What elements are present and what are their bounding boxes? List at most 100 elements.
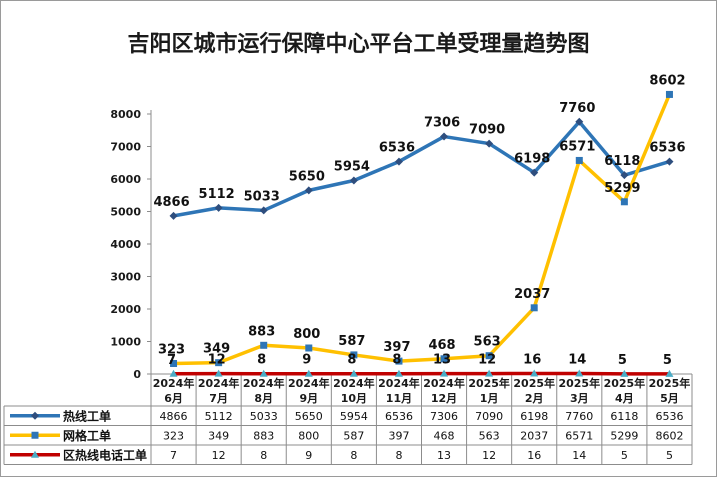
data-label: 16 [523,352,541,367]
table-cell: 8 [260,449,267,462]
series-0-point [214,203,223,212]
table-cell: 6536 [385,410,413,423]
x-category-year: 2025年 [468,376,510,390]
table-cell: 800 [298,429,319,442]
table-cell: 563 [479,429,500,442]
data-label: 6118 [604,154,640,169]
table-cell: 8 [395,449,402,462]
data-label: 563 [474,335,501,350]
data-label: 14 [568,353,586,368]
data-label: 7 [167,353,176,368]
data-label: 349 [203,342,230,357]
series-1-point [620,198,628,206]
data-label: 2037 [514,287,550,302]
table-cell: 323 [163,429,184,442]
x-category-month: 12月 [431,392,457,405]
x-category-year: 2025年 [558,376,600,390]
data-label: 7760 [559,101,595,116]
table-cell: 5299 [610,429,638,442]
table-cell: 5954 [340,410,368,423]
series-2-point [169,369,178,377]
series-1-point [305,344,313,352]
series-2-point [440,369,449,377]
x-category-year: 2024年 [288,376,330,390]
series-0-point [169,211,178,220]
legend-label-1: 网格工单 [63,428,111,443]
x-category-year: 2024年 [378,376,420,390]
table-cell: 14 [572,449,586,462]
data-label: 800 [293,327,320,342]
x-category-month: 6月 [164,392,183,405]
y-tick-label: 0 [133,368,141,381]
series-0-point [440,132,449,141]
series-0-point [575,117,584,126]
y-tick-label: 7000 [110,141,141,154]
x-category-month: 4月 [615,392,634,405]
table-cell: 8 [350,449,357,462]
series-0-point [259,206,268,215]
x-category-month: 3月 [570,392,589,405]
data-label: 5 [663,353,672,368]
data-label: 5954 [334,159,370,174]
table-cell: 9 [305,449,312,462]
data-label: 7090 [469,123,505,138]
data-label: 5650 [289,169,325,184]
series-1-point [440,355,448,363]
table-cell: 587 [343,429,364,442]
series-2-point [665,369,674,377]
series-line-1 [171,92,672,366]
table-cell: 6118 [610,410,638,423]
legend-key-marker-1 [31,431,39,439]
data-label: 587 [338,334,365,349]
data-label: 5299 [604,181,640,196]
series-2-point [530,369,539,377]
x-category-year: 2024年 [333,376,375,390]
series-0-point [394,157,403,166]
x-category-month: 5月 [660,392,679,405]
x-category-month: 10月 [341,392,367,405]
table-cell: 16 [527,449,541,462]
table-cell: 7090 [475,410,503,423]
legend-label-2: 区热线电话工单 [63,447,147,462]
data-label: 5 [618,353,627,368]
series-0-point [349,176,358,185]
table-cell: 7306 [430,410,458,423]
table-cell: 468 [434,429,455,442]
data-label: 6198 [514,152,550,167]
data-label: 883 [248,324,275,339]
series-1-point [485,352,493,360]
series-1-point [260,341,268,349]
series-0-point [530,168,539,177]
x-category-month: 8月 [254,392,273,405]
series-1-point [575,156,583,164]
table-cell: 12 [212,449,226,462]
y-tick-label: 1000 [110,336,141,349]
x-category-month: 1月 [480,392,499,405]
series-0-point [485,139,494,148]
series-1-point [665,90,673,98]
x-category-month: 11月 [386,392,412,405]
series-2-point [575,369,584,377]
legend-key-marker-2 [31,450,39,458]
legend-label-0: 热线工单 [63,408,111,423]
data-label: 6536 [379,141,415,156]
data-label: 7306 [424,116,460,131]
table-cell: 5112 [205,410,233,423]
x-category-month: 7月 [209,392,228,405]
x-category-year: 2024年 [243,376,285,390]
series-1-point [215,359,223,367]
series-1-point [170,360,178,368]
series-0-point [665,157,674,166]
x-category-year: 2025年 [513,376,555,390]
y-tick-label: 3000 [110,271,141,284]
table-cell: 883 [253,429,274,442]
data-label: 4866 [153,195,189,210]
chart-title: 吉阳区城市运行保障中心平台工单受理量趋势图 [127,31,590,57]
x-category-year: 2024年 [153,376,195,390]
series-2-point [259,369,268,377]
data-label: 6536 [649,141,685,156]
table-cell: 2037 [520,429,548,442]
table-cell: 8602 [655,429,683,442]
series-0-point [304,186,313,195]
